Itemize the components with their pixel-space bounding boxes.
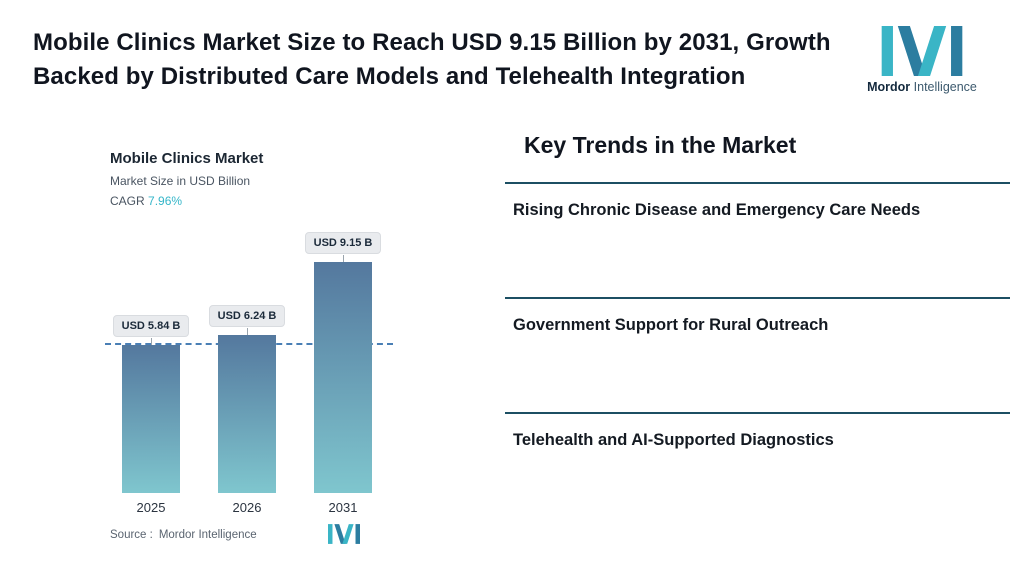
brand-logo: Mordor Intelligence [866,26,978,94]
bar-label-connector [150,338,152,345]
cagr-label: CAGR [110,194,149,208]
trend-divider [505,412,1010,414]
source-label: Source : [110,529,153,541]
chart-header: Mobile Clinics Market Market Size in USD… [110,150,263,208]
axis-label-2031: 2031 [328,500,358,515]
mordor-logo-icon-small [328,524,360,544]
chart-title: Mobile Clinics Market [110,150,264,167]
brand-name-suffix: Intelligence [913,80,977,94]
mordor-logo-icon [881,26,963,76]
bar-2026 [218,335,276,493]
bar-value-label: USD 6.24 B [208,305,286,327]
bar-group-2026: USD 6.24 B 2026 [208,305,286,515]
axis-label-2026: 2026 [232,500,262,515]
axis-label-2025: 2025 [136,500,166,515]
bar-value-label: USD 5.84 B [112,315,190,337]
bar-2025 [122,345,180,493]
brand-name: Mordor Intelligence [866,80,978,94]
bar-chart: USD 5.84 B 2025 USD 6.24 B 2026 USD 9.15… [105,225,405,515]
bar-group-2025: USD 5.84 B 2025 [112,315,190,515]
source-note: Source : Mordor Intelligence [110,529,257,541]
chart-subtitle: Market Size in USD Billion [110,174,251,188]
trends-heading: Key Trends in the Market [524,132,797,158]
trend-item-3: Telehealth and AI-Supported Diagnostics [513,431,834,449]
trend-item-2: Government Support for Rural Outreach [513,316,829,334]
page-title: Mobile Clinics Market Size to Reach USD … [33,29,831,91]
bar-2031 [314,262,372,493]
bar-label-connector [342,255,344,262]
brand-name-bold: Mordor [867,80,911,94]
bar-value-label: USD 9.15 B [304,232,382,254]
cagr-value: 7.96% [148,194,183,208]
trend-divider [505,182,1010,184]
chart-cagr: CAGR 7.96% [110,194,263,208]
bar-group-2031: USD 9.15 B 2031 [304,232,382,515]
bars-row: USD 5.84 B 2025 USD 6.24 B 2026 USD 9.15… [112,232,382,515]
trend-item-1: Rising Chronic Disease and Emergency Car… [513,201,921,219]
source-value: Mordor Intelligence [158,529,257,541]
trend-divider [505,297,1010,299]
bar-label-connector [246,328,248,335]
